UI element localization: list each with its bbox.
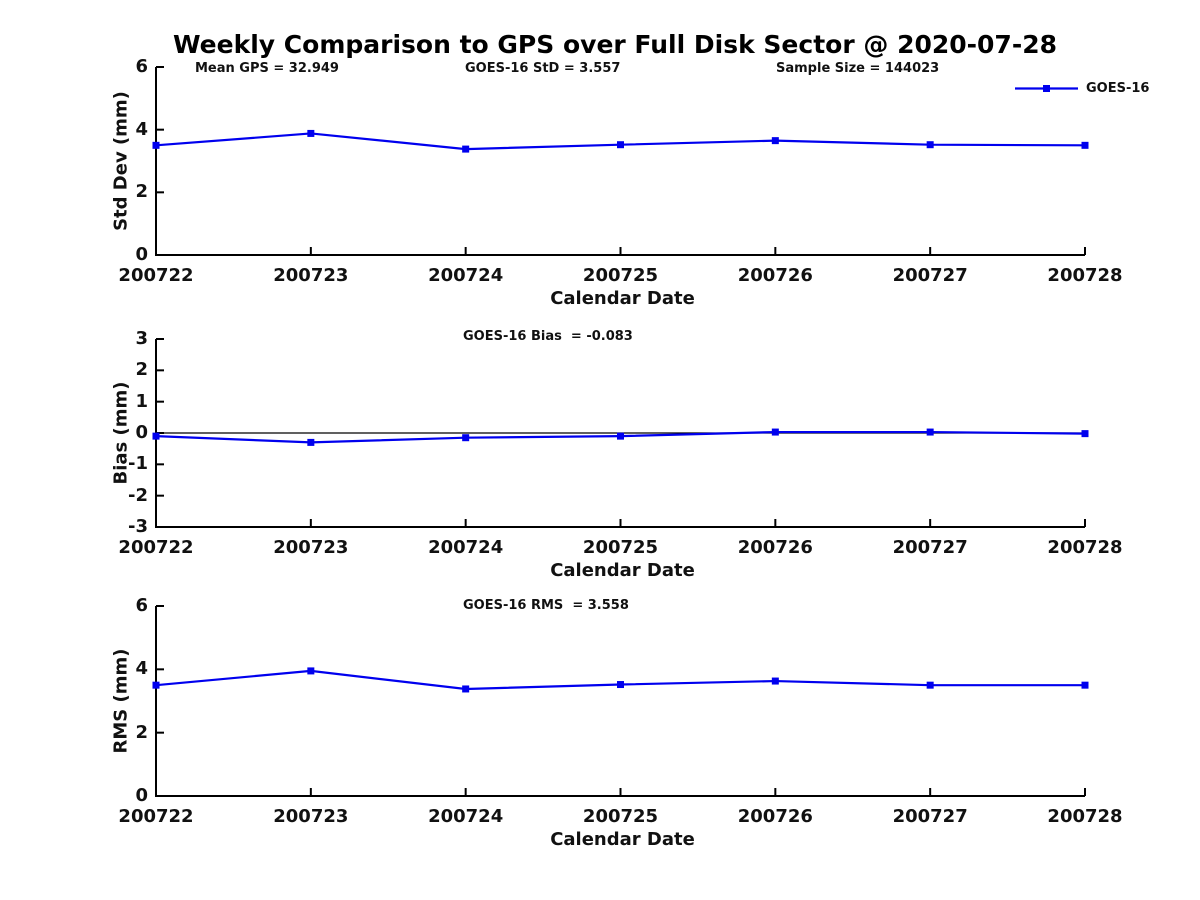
y-tick-label: -2 [128, 484, 148, 506]
x-axis-label-1: Calendar Date [550, 288, 695, 309]
data-point-marker [617, 141, 624, 149]
x-tick-label: 200728 [1047, 265, 1123, 286]
x-tick-label: 200726 [737, 537, 813, 558]
x-tick-label: 200725 [582, 265, 659, 286]
annotation-mean-gps: Mean GPS = 32.949 [195, 61, 339, 76]
chart-title: Weekly Comparison to GPS over Full Disk … [173, 30, 1057, 59]
x-tick-label: 200724 [428, 806, 504, 827]
data-point-marker [1081, 430, 1089, 438]
x-tick-label: 200728 [1047, 537, 1123, 558]
y-tick-label: -3 [128, 516, 148, 537]
x-tick-label: 200724 [428, 265, 504, 286]
legend-label: GOES-16 [1086, 81, 1150, 96]
data-point-marker [307, 129, 315, 137]
y-axis-label-stddev: Std Dev (mm) [110, 91, 132, 231]
y-tick-label: 1 [135, 390, 148, 412]
data-point-marker [307, 438, 315, 446]
y-tick-label: 2 [135, 359, 148, 381]
y-tick-label: 0 [135, 785, 148, 806]
y-tick-label: 0 [135, 244, 148, 265]
data-point-marker [617, 432, 624, 440]
data-point-marker [771, 428, 779, 436]
data-point-marker [617, 681, 624, 689]
data-point-marker [1081, 681, 1089, 689]
y-tick-label: 2 [135, 721, 148, 743]
data-point-marker [152, 141, 160, 149]
x-tick-label: 200727 [892, 537, 968, 558]
y-tick-label: 6 [135, 595, 148, 616]
x-tick-label: 200724 [428, 537, 504, 558]
data-point-marker [307, 667, 315, 675]
x-axis-label-2: Calendar Date [550, 560, 695, 581]
data-point-marker [926, 428, 934, 436]
y-tick-label: 4 [135, 658, 148, 680]
annotation-goes16-bias: GOES-16 Bias = -0.083 [463, 329, 633, 344]
x-tick-label: 200727 [892, 806, 968, 827]
data-point-marker [462, 145, 470, 153]
legend-marker-sample [1043, 85, 1050, 92]
data-point-marker [771, 677, 779, 685]
data-point-marker [462, 434, 470, 442]
x-tick-label: 200726 [737, 806, 813, 827]
data-point-marker [926, 141, 934, 149]
x-tick-label: 200725 [582, 806, 659, 827]
x-tick-label: 200723 [273, 806, 349, 827]
y-tick-label: 6 [135, 56, 148, 77]
y-tick-label: -1 [128, 453, 148, 475]
y-tick-label: 2 [135, 181, 148, 203]
y-tick-label: 4 [135, 118, 148, 140]
x-tick-label: 200725 [582, 537, 659, 558]
x-axis-label-3: Calendar Date [550, 829, 695, 850]
data-point-marker [926, 681, 934, 689]
x-tick-label: 200723 [273, 537, 349, 558]
x-tick-label: 200722 [118, 265, 194, 286]
x-tick-label: 200728 [1047, 806, 1123, 827]
data-point-marker [152, 681, 160, 689]
annotation-goes16-rms: GOES-16 RMS = 3.558 [463, 598, 629, 613]
data-point-marker [1081, 141, 1089, 149]
y-tick-label: 0 [135, 422, 148, 443]
x-tick-label: 200722 [118, 537, 194, 558]
x-tick-label: 200727 [892, 265, 968, 286]
data-point-marker [462, 685, 470, 693]
x-tick-label: 200723 [273, 265, 349, 286]
data-point-marker [152, 432, 160, 440]
annotation-sample-size: Sample Size = 144023 [776, 61, 940, 76]
data-point-marker [771, 137, 779, 145]
x-tick-label: 200722 [118, 806, 194, 827]
annotation-goes16-std: GOES-16 StD = 3.557 [465, 61, 621, 76]
y-tick-label: 3 [135, 328, 148, 349]
x-tick-label: 200726 [737, 265, 813, 286]
